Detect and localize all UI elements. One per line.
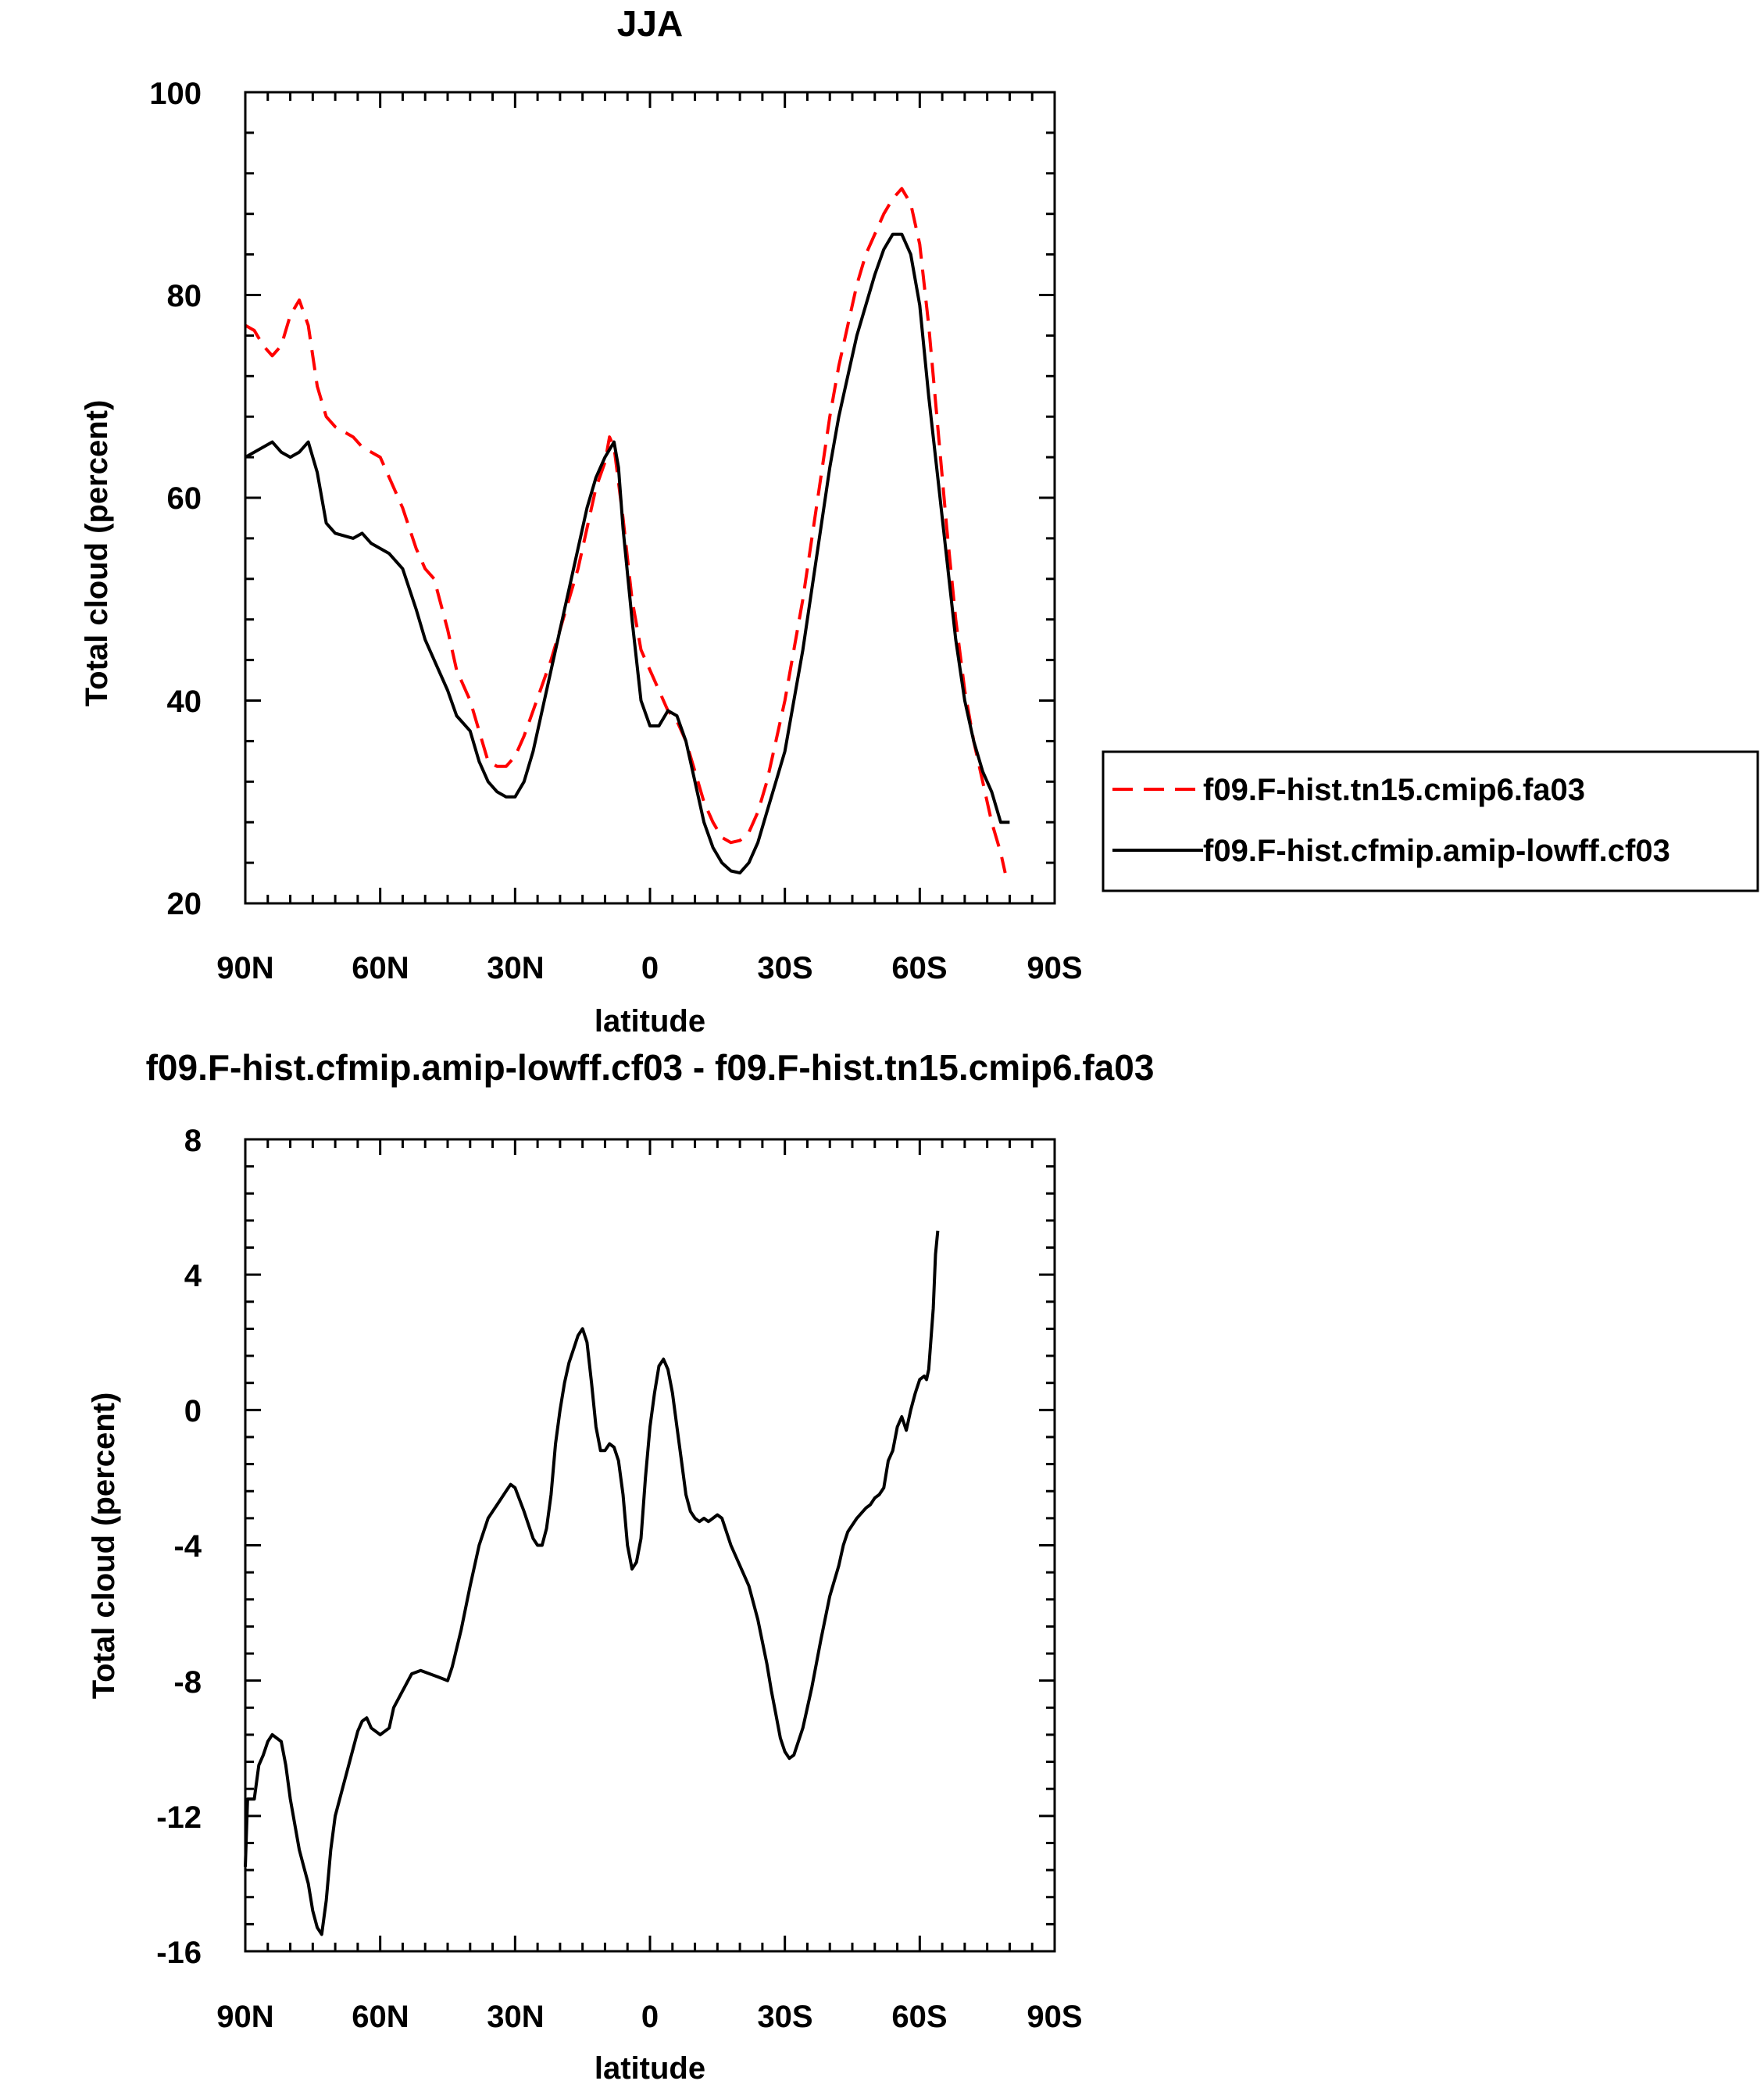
bottom-panel: f09.F-hist.cfmip.amip-lowff.cf03 - f09.F… [87, 1047, 1154, 2086]
top-xtick-label: 30N [487, 951, 544, 985]
bottom-ytick-labels: -16 -12 -8 -4 0 4 8 [156, 1124, 202, 1970]
top-xtick-label: 60S [891, 951, 947, 985]
bottom-ytick-label: 8 [184, 1124, 202, 1158]
legend-box [1102, 750, 1759, 892]
top-ytick-label: 100 [149, 77, 202, 111]
top-series-line-1 [245, 232, 1010, 875]
top-x-axis-label: latitude [595, 1004, 705, 1039]
top-y-axis-label: Total cloud (percent) [80, 400, 114, 707]
legend: f09.F-hist.tn15.cmip6.fa03 f09.F-hist.cf… [1102, 750, 1759, 892]
bottom-xtick-label: 30N [487, 2000, 544, 2034]
bottom-xtick-label: 90S [1027, 2000, 1082, 2034]
bottom-ytick-label: -12 [156, 1800, 202, 1835]
bottom-ytick-label: 4 [184, 1259, 202, 1293]
bottom-ytick-label: -4 [173, 1529, 202, 1564]
bottom-xtick-label: 60S [891, 2000, 947, 2034]
bottom-y-axis-label: Total cloud (percent) [87, 1393, 121, 1700]
bottom-ytick-label: -8 [173, 1665, 202, 1700]
legend-label-cfmip: f09.F-hist.cfmip.amip-lowff.cf03 [1203, 834, 1670, 868]
top-series-layer [245, 187, 1010, 875]
top-plot-frame [244, 91, 1056, 905]
bottom-plot-frame [244, 1138, 1056, 1953]
bottom-panel-title: f09.F-hist.cfmip.amip-lowff.cf03 - f09.F… [146, 1047, 1155, 1088]
top-ytick-label: 60 [167, 481, 202, 516]
top-series-line-0 [245, 187, 1007, 874]
bottom-ytick-label: -16 [156, 1936, 202, 1970]
top-ytick-label: 20 [167, 887, 202, 921]
top-panel-title: JJA [617, 3, 683, 44]
top-ticks [244, 91, 1056, 905]
bottom-xtick-label: 0 [641, 2000, 659, 2034]
bottom-xtick-labels: 90N 60N 30N 0 30S 60S 90S [216, 2000, 1082, 2034]
top-xtick-label: 90S [1027, 951, 1082, 985]
top-xtick-label: 90N [216, 951, 273, 985]
top-xtick-label: 0 [641, 951, 659, 985]
bottom-xtick-label: 90N [216, 2000, 273, 2034]
bottom-ticks [244, 1138, 1056, 1953]
bottom-ytick-label: 0 [184, 1394, 202, 1428]
top-xtick-labels: 90N 60N 30N 0 30S 60S 90S [216, 951, 1082, 985]
bottom-xtick-label: 30S [757, 2000, 812, 2034]
top-ytick-label: 80 [167, 279, 202, 313]
bottom-x-axis-label: latitude [595, 2051, 705, 2086]
legend-label-cmip6: f09.F-hist.tn15.cmip6.fa03 [1203, 773, 1585, 807]
top-ytick-labels: 20 40 60 80 100 [149, 77, 202, 921]
bottom-xtick-label: 60N [352, 2000, 409, 2034]
bottom-series-line-0 [244, 1230, 940, 1936]
top-xtick-label: 30S [757, 951, 812, 985]
top-panel: JJA 20 40 60 80 100 90N 60N 30N 0 30S 60… [80, 3, 1083, 1039]
top-xtick-label: 60N [352, 951, 409, 985]
top-ytick-label: 40 [167, 685, 202, 719]
bottom-series-layer [244, 1230, 940, 1936]
